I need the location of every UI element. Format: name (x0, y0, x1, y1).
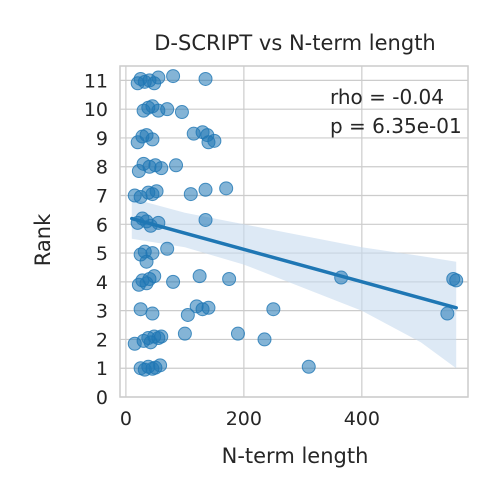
data-point (169, 158, 184, 173)
y-tick-label: 10 (84, 99, 108, 121)
y-tick-label: 7 (96, 186, 108, 208)
data-point (133, 302, 148, 317)
data-point (160, 241, 175, 256)
y-tick-label: 6 (96, 214, 108, 236)
data-point (145, 306, 160, 321)
y-tick-label: 4 (96, 272, 108, 294)
data-point (266, 302, 281, 317)
chart-title: D-SCRIPT vs N-term length (154, 31, 436, 55)
data-point (149, 184, 164, 199)
data-point (130, 76, 145, 91)
data-point (180, 307, 195, 322)
plot-frame (119, 65, 469, 398)
y-tick-label: 2 (96, 329, 108, 351)
data-point (257, 332, 272, 347)
data-point (440, 306, 455, 321)
y-tick-label: 3 (96, 301, 108, 323)
data-point (153, 358, 168, 373)
data-point (154, 329, 169, 344)
x-tick-label: 200 (226, 408, 262, 430)
y-tick-label: 1 (96, 358, 108, 380)
x-tick-label: 0 (120, 408, 132, 430)
data-point (207, 133, 222, 148)
y-axis-label: Rank (31, 213, 55, 266)
data-point (177, 326, 192, 341)
plot-area: 0 200 400 0 1 2 3 4 5 6 7 8 9 10 11 (84, 65, 469, 430)
x-axis-label: N-term length (222, 444, 369, 468)
data-point (449, 273, 464, 288)
data-point (230, 326, 245, 341)
data-point (166, 274, 181, 289)
data-point (174, 105, 189, 120)
data-point (183, 187, 198, 202)
data-point (139, 254, 154, 269)
data-point (166, 69, 181, 84)
y-tick-label: 0 (96, 387, 108, 409)
data-point (198, 71, 213, 86)
data-point (198, 182, 213, 197)
data-point (219, 181, 234, 196)
x-tick-label: 400 (344, 408, 380, 430)
data-point (147, 269, 162, 284)
y-tick-label: 5 (96, 243, 108, 265)
data-point (192, 269, 207, 284)
data-point (151, 70, 166, 85)
data-point (198, 212, 213, 227)
p-value-annotation: p = 6.35e-01 (330, 114, 462, 138)
data-point (222, 271, 237, 286)
data-point (301, 359, 316, 374)
y-tick-label: 11 (84, 70, 108, 92)
y-tick-label: 9 (96, 128, 108, 150)
data-point (201, 300, 216, 315)
y-tick-label: 8 (96, 157, 108, 179)
data-point (145, 132, 160, 147)
rho-annotation: rho = -0.04 (330, 85, 444, 109)
regression-line (130, 216, 458, 310)
data-point (154, 161, 169, 176)
data-point (160, 102, 175, 117)
